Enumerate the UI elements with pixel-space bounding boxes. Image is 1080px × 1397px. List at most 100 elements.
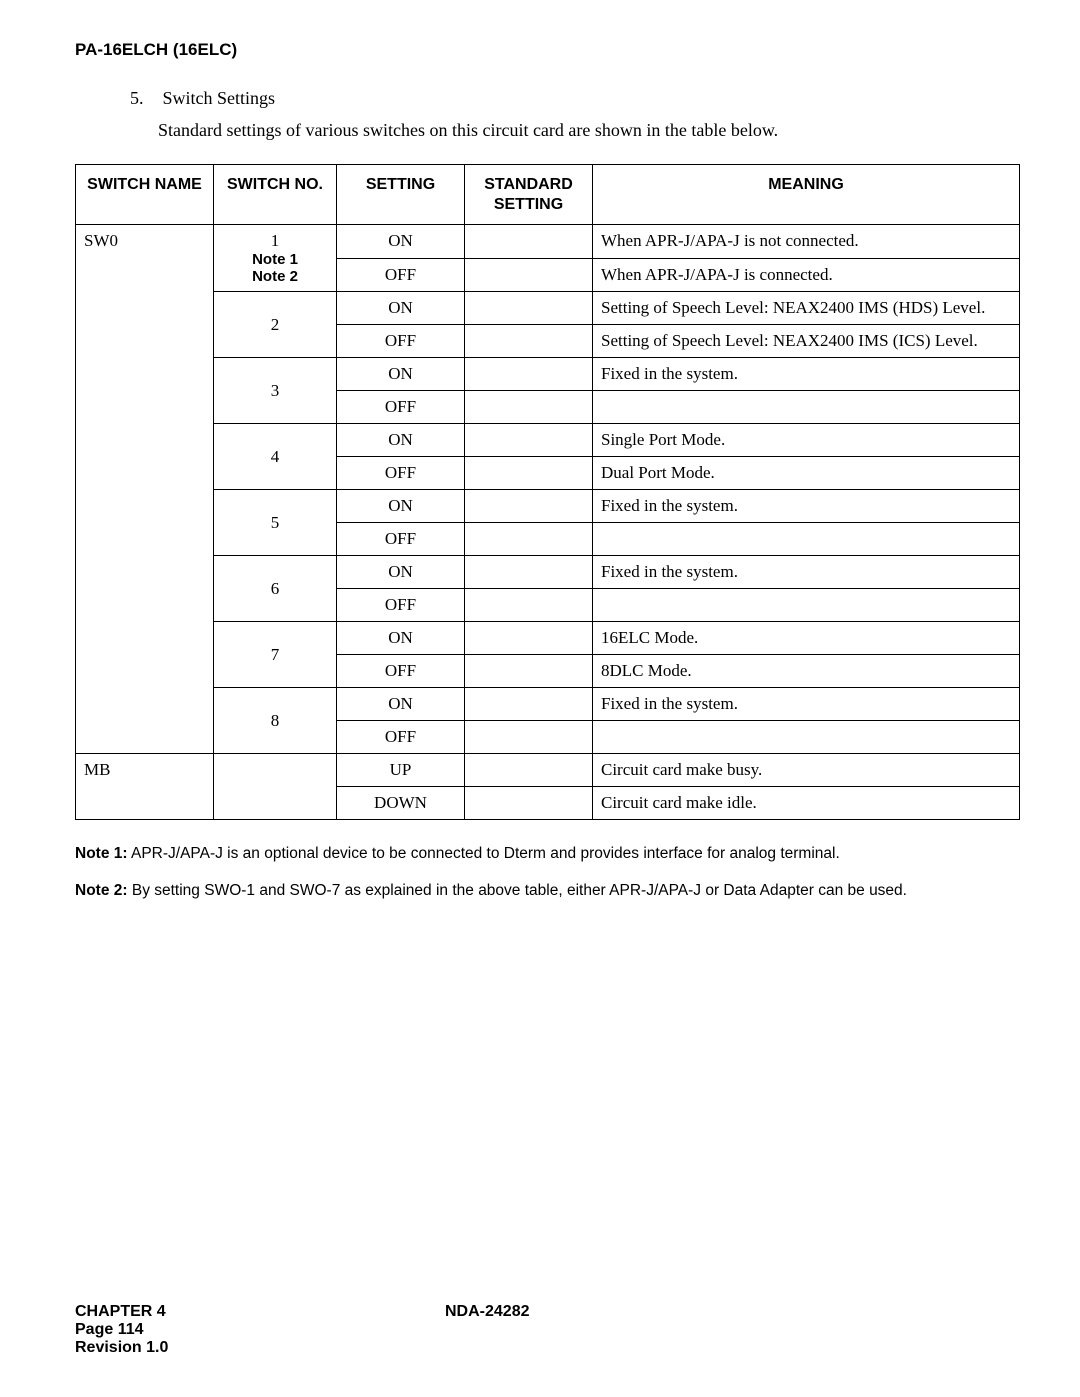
- cell-setting: ON: [337, 292, 465, 325]
- cell-meaning: When APR-J/APA-J is not connected.: [593, 224, 1020, 258]
- cell-setting: DOWN: [337, 787, 465, 820]
- cell-setting: UP: [337, 754, 465, 787]
- cell-meaning: 16ELC Mode.: [593, 622, 1020, 655]
- cell-setting: ON: [337, 358, 465, 391]
- cell-std: [465, 424, 593, 457]
- cell-meaning: [593, 589, 1020, 622]
- cell-switch-no-8: 8: [214, 688, 337, 754]
- table-row: SW0 1 Note 1 Note 2 ON When APR-J/APA-J …: [76, 224, 1020, 258]
- note-1-text: APR-J/APA-J is an optional device to be …: [131, 845, 840, 862]
- cell-meaning: [593, 391, 1020, 424]
- cell-std: [465, 688, 593, 721]
- cell-meaning: Fixed in the system.: [593, 358, 1020, 391]
- cell-switch-no-3: 3: [214, 358, 337, 424]
- col-switch-no: SWITCH NO.: [214, 165, 337, 224]
- col-meaning: MEANING: [593, 165, 1020, 224]
- col-standard-setting: STANDARD SETTING: [465, 165, 593, 224]
- switch-no-note2: Note 2: [222, 268, 328, 285]
- col-setting: SETTING: [337, 165, 465, 224]
- page-title: PA-16ELCH (16ELC): [75, 40, 1020, 60]
- table-row: 2 ON Setting of Speech Level: NEAX2400 I…: [76, 292, 1020, 325]
- cell-meaning: Circuit card make busy.: [593, 754, 1020, 787]
- cell-meaning: When APR-J/APA-J is connected.: [593, 258, 1020, 292]
- cell-setting: ON: [337, 556, 465, 589]
- cell-meaning: Fixed in the system.: [593, 688, 1020, 721]
- footer-docno: NDA-24282: [445, 1303, 529, 1321]
- cell-setting: OFF: [337, 391, 465, 424]
- cell-setting: ON: [337, 424, 465, 457]
- notes: Note 1: APR-J/APA-J is an optional devic…: [75, 844, 1020, 902]
- table-row: 6 ON Fixed in the system.: [76, 556, 1020, 589]
- cell-meaning: Dual Port Mode.: [593, 457, 1020, 490]
- cell-std: [465, 325, 593, 358]
- page-footer: CHAPTER 4 NDA-24282 Page 114 Revision 1.…: [75, 1303, 1020, 1357]
- cell-setting: OFF: [337, 325, 465, 358]
- cell-setting: OFF: [337, 457, 465, 490]
- cell-switch-no-1: 1 Note 1 Note 2: [214, 224, 337, 292]
- cell-setting: ON: [337, 490, 465, 523]
- note-1: Note 1: APR-J/APA-J is an optional devic…: [75, 844, 1020, 865]
- cell-std: [465, 258, 593, 292]
- section-heading-row: 5. Switch Settings: [130, 88, 1020, 109]
- table-row: 4 ON Single Port Mode.: [76, 424, 1020, 457]
- cell-switch-no-2: 2: [214, 292, 337, 358]
- cell-meaning: [593, 523, 1020, 556]
- col-switch-name: SWITCH NAME: [76, 165, 214, 224]
- cell-std: [465, 622, 593, 655]
- cell-setting: OFF: [337, 655, 465, 688]
- cell-meaning: Single Port Mode.: [593, 424, 1020, 457]
- switch-no-value: 1: [222, 231, 328, 251]
- cell-std: [465, 556, 593, 589]
- cell-std: [465, 523, 593, 556]
- switch-no-note1: Note 1: [222, 251, 328, 268]
- cell-std: [465, 490, 593, 523]
- section-number: 5.: [130, 88, 158, 109]
- cell-std: [465, 292, 593, 325]
- cell-meaning: Circuit card make idle.: [593, 787, 1020, 820]
- cell-switch-name-mb: MB: [76, 754, 214, 820]
- cell-setting: ON: [337, 688, 465, 721]
- cell-setting: ON: [337, 224, 465, 258]
- cell-switch-no-5: 5: [214, 490, 337, 556]
- cell-std: [465, 358, 593, 391]
- footer-revision: Revision 1.0: [75, 1339, 1020, 1357]
- cell-std: [465, 655, 593, 688]
- cell-std: [465, 589, 593, 622]
- cell-meaning: [593, 721, 1020, 754]
- cell-std: [465, 391, 593, 424]
- table-row: 3 ON Fixed in the system.: [76, 358, 1020, 391]
- cell-std: [465, 721, 593, 754]
- cell-switch-no-4: 4: [214, 424, 337, 490]
- cell-setting: OFF: [337, 523, 465, 556]
- cell-std: [465, 754, 593, 787]
- table-row: 8 ON Fixed in the system.: [76, 688, 1020, 721]
- table-header-row: SWITCH NAME SWITCH NO. SETTING STANDARD …: [76, 165, 1020, 224]
- footer-page: Page 114: [75, 1321, 1020, 1339]
- cell-setting: OFF: [337, 258, 465, 292]
- cell-setting: ON: [337, 622, 465, 655]
- note-1-label: Note 1:: [75, 845, 128, 862]
- table-row: 5 ON Fixed in the system.: [76, 490, 1020, 523]
- cell-meaning: Fixed in the system.: [593, 490, 1020, 523]
- cell-switch-no-7: 7: [214, 622, 337, 688]
- cell-std: [465, 224, 593, 258]
- note-2-label: Note 2:: [75, 882, 128, 899]
- section-heading: Switch Settings: [163, 88, 276, 108]
- cell-std: [465, 787, 593, 820]
- cell-meaning: Setting of Speech Level: NEAX2400 IMS (H…: [593, 292, 1020, 325]
- table-row: 7 ON 16ELC Mode.: [76, 622, 1020, 655]
- footer-chapter: CHAPTER 4: [75, 1303, 445, 1321]
- switch-settings-table: SWITCH NAME SWITCH NO. SETTING STANDARD …: [75, 164, 1020, 820]
- section-description: Standard settings of various switches on…: [158, 119, 1020, 142]
- cell-meaning: Setting of Speech Level: NEAX2400 IMS (I…: [593, 325, 1020, 358]
- cell-meaning: Fixed in the system.: [593, 556, 1020, 589]
- cell-setting: OFF: [337, 721, 465, 754]
- table-row: MB UP Circuit card make busy.: [76, 754, 1020, 787]
- note-2-text: By setting SWO-1 and SWO-7 as explained …: [132, 882, 907, 899]
- cell-std: [465, 457, 593, 490]
- cell-switch-no-mb: [214, 754, 337, 820]
- cell-switch-name: SW0: [76, 224, 214, 754]
- cell-setting: OFF: [337, 589, 465, 622]
- cell-switch-no-6: 6: [214, 556, 337, 622]
- note-2: Note 2: By setting SWO-1 and SWO-7 as ex…: [75, 881, 1020, 902]
